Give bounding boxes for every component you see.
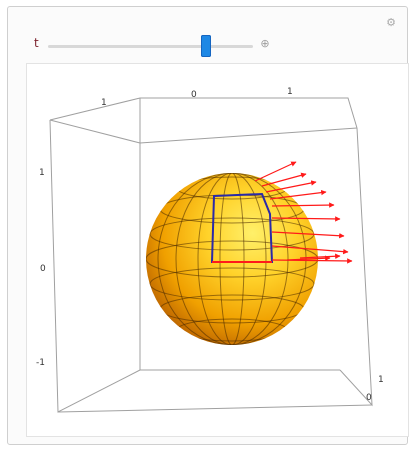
- t-slider-track[interactable]: [48, 45, 253, 48]
- tick-label: 0: [40, 264, 46, 274]
- tick-label: 1: [287, 87, 293, 97]
- tick-label: -1: [36, 358, 45, 368]
- tick-label: 0: [366, 393, 372, 403]
- tick-label: 1: [101, 98, 107, 108]
- bounding-box: [49, 97, 373, 413]
- right-axis-ticks: 1 0: [366, 375, 384, 403]
- plus-icon[interactable]: ⊕: [260, 37, 270, 50]
- surface-patch-outline: [210, 192, 274, 263]
- t-slider-thumb[interactable]: [201, 35, 211, 57]
- sphere-surface: [146, 173, 318, 345]
- tick-label: 1: [39, 168, 45, 178]
- parameter-label: t: [34, 36, 39, 50]
- left-axis-ticks: 1 0 -1: [36, 168, 46, 368]
- tick-label: 1: [378, 375, 384, 385]
- normal-vector-arrows: [212, 161, 353, 264]
- tick-label: 0: [191, 90, 197, 100]
- gear-icon[interactable]: ⚙: [386, 16, 396, 29]
- top-axis-ticks: 1 0 1: [101, 87, 293, 108]
